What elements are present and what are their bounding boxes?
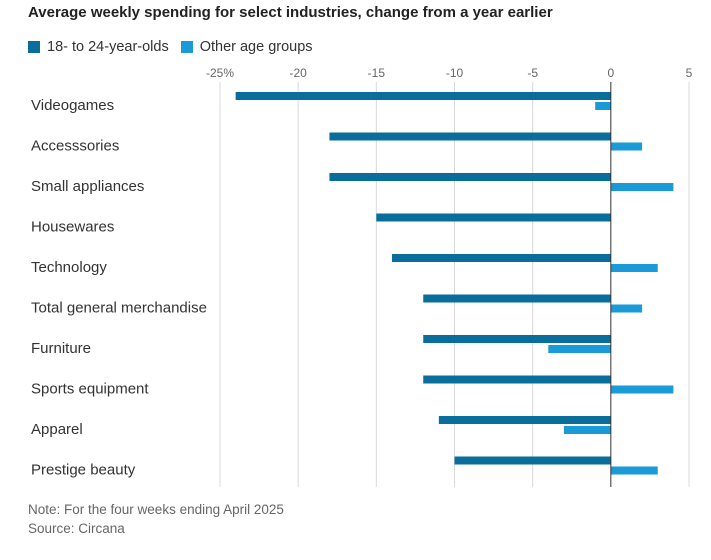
bar bbox=[329, 173, 611, 181]
legend-swatch-young bbox=[28, 41, 40, 53]
category-label: Housewares bbox=[31, 219, 114, 236]
category-label: Furniture bbox=[31, 340, 91, 357]
bar bbox=[329, 132, 611, 141]
category-label: Sports equipment bbox=[31, 381, 149, 398]
category-label-layer: Videogames Accesssories Small appliances Ho… bbox=[31, 97, 207, 479]
legend-swatch-other bbox=[180, 41, 193, 53]
legend-label-young: 18- to 24-year-olds bbox=[47, 39, 169, 55]
legend: 18- to 24-year-olds Other age groups bbox=[28, 39, 325, 55]
category-label: Videogames bbox=[31, 97, 114, 114]
category-label: Accesssories bbox=[31, 138, 119, 155]
bar bbox=[610, 264, 658, 272]
x-tick-label: -25% bbox=[206, 66, 234, 80]
category-label: Total general merchandise bbox=[31, 300, 207, 317]
x-tick-label: -5 bbox=[527, 66, 538, 80]
x-tick-label: 0 bbox=[607, 66, 614, 80]
chart-note: Note: For the four weeks ending April 20… bbox=[28, 502, 284, 517]
chart-footer: Note: For the four weeks ending April 20… bbox=[28, 500, 284, 538]
x-tick-label: -10 bbox=[446, 66, 464, 80]
bar bbox=[610, 304, 643, 313]
bar bbox=[423, 375, 611, 384]
category-label: Apparel bbox=[31, 421, 83, 438]
chart-title: Average weekly spending for select indus… bbox=[28, 4, 553, 21]
bar-layer bbox=[235, 92, 674, 475]
legend-label-other: Other age groups bbox=[199, 39, 313, 55]
bar-chart: -25% -20 -15 -10 -5 0 5 Videogames Accesssories… bbox=[31, 66, 693, 487]
legend-item-other: Other age groups bbox=[180, 39, 313, 55]
category-label: Prestige beauty bbox=[31, 462, 136, 479]
bar bbox=[438, 416, 611, 424]
tick-label-layer: -25% -20 -15 -10 -5 0 5 bbox=[206, 66, 693, 80]
legend-item-young: 18- to 24-year-olds bbox=[28, 39, 169, 55]
bar bbox=[595, 102, 611, 110]
x-tick-label: -15 bbox=[368, 66, 386, 80]
bar bbox=[235, 92, 611, 100]
category-label: Technology bbox=[31, 259, 107, 276]
bar bbox=[563, 426, 611, 434]
bar bbox=[423, 335, 611, 343]
bar bbox=[610, 466, 658, 475]
bar bbox=[454, 456, 611, 465]
bar bbox=[610, 142, 643, 151]
x-tick-label: -20 bbox=[289, 66, 307, 80]
bar bbox=[423, 294, 611, 303]
bar bbox=[610, 183, 674, 191]
bar bbox=[391, 254, 611, 262]
x-tick-label: 5 bbox=[686, 66, 693, 80]
chart-source: Source: Circana bbox=[28, 521, 125, 536]
bar bbox=[376, 213, 611, 222]
category-label: Small appliances bbox=[31, 178, 144, 195]
bar bbox=[610, 385, 674, 394]
bar bbox=[548, 345, 611, 353]
